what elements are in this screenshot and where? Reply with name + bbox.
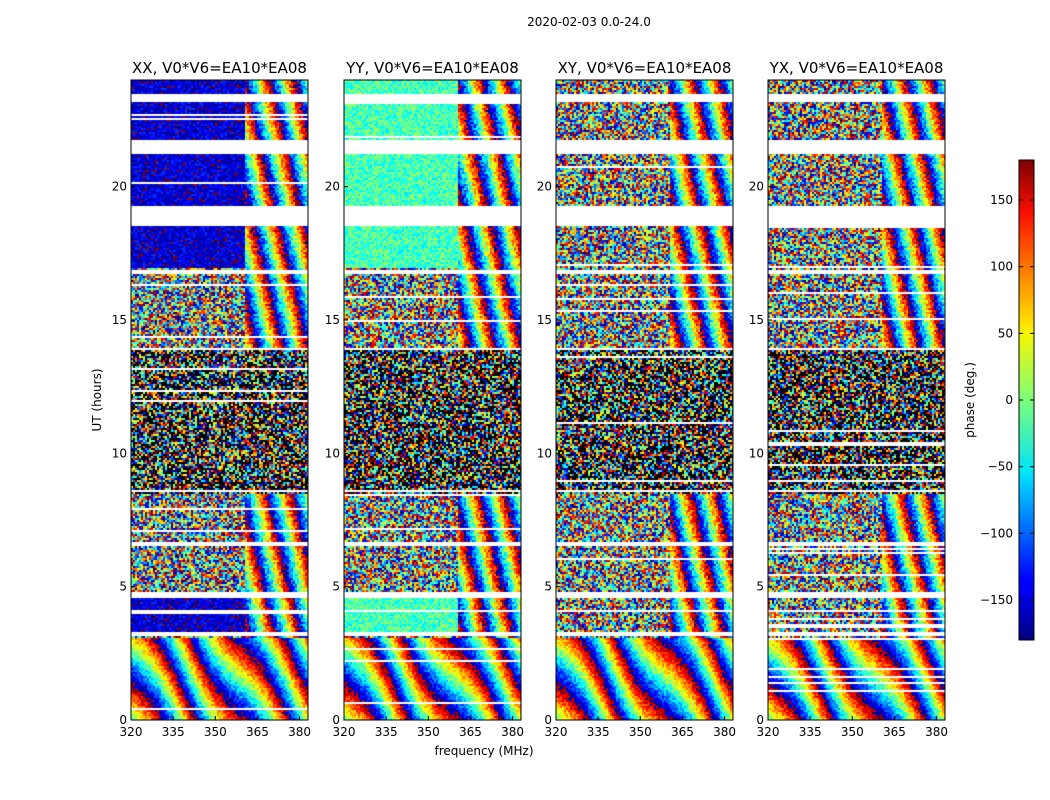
x-tick-label: 335 (375, 725, 398, 739)
y-tick-label: 5 (332, 580, 340, 594)
y-tick-label: 10 (112, 446, 127, 460)
panel-title-yy: YY, V0*V6=EA10*EA08 (345, 59, 519, 77)
panel-frame-xx (130, 79, 309, 721)
colorbar-label: phase (deg.) (963, 362, 977, 438)
y-tick-label: 15 (325, 313, 340, 327)
y-tick-label: 20 (537, 180, 552, 194)
y-tick-label: 10 (537, 446, 552, 460)
x-tick-label: 350 (629, 725, 652, 739)
phase-heatmap-yy (344, 80, 521, 720)
y-tick-label: 0 (119, 713, 127, 727)
x-tick-label: 320 (757, 725, 780, 739)
x-tick-label: 350 (841, 725, 864, 739)
y-tick-label: 15 (537, 313, 552, 327)
x-tick-label: 335 (799, 725, 822, 739)
phase-heatmap-xx (131, 80, 308, 720)
panels-group: XX, V0*V6=EA10*EA08 320 335 350 365 380 0 5 10 15… (112, 59, 948, 739)
x-tick-label: 365 (671, 725, 694, 739)
y-tick-label: 20 (325, 180, 340, 194)
y-tick-label: 10 (325, 446, 340, 460)
x-axis-label: frequency (MHz) (434, 744, 533, 758)
x-tick-label: 335 (162, 725, 185, 739)
y-tick-label: 10 (749, 446, 764, 460)
y-axis-label: UT (hours) (90, 368, 104, 431)
colorbar-tick-label: 50 (998, 326, 1013, 340)
y-tick-label: 15 (112, 313, 127, 327)
colorbar-tick-label: 100 (990, 260, 1013, 274)
x-tick-label: 320 (120, 725, 143, 739)
phase-heatmap-xy (556, 80, 733, 720)
y-tick-label: 0 (756, 713, 764, 727)
x-tick-label: 350 (417, 725, 440, 739)
y-tick-label: 5 (119, 580, 127, 594)
x-tick-label: 380 (501, 725, 524, 739)
phase-heatmap-yx (768, 80, 945, 720)
colorbar-tick-label: 0 (1005, 393, 1013, 407)
x-tick-label: 320 (333, 725, 356, 739)
colorbar: phase (deg.) 150 100 50 0 −50 −100 −150 (963, 159, 1035, 641)
y-tick-label: 15 (749, 313, 764, 327)
x-tick-label: 320 (545, 725, 568, 739)
panel-frame-yx (767, 79, 946, 721)
panel-frame-xy (555, 79, 734, 721)
y-tick-label: 0 (332, 713, 340, 727)
panel-title-xy: XY, V0*V6=EA10*EA08 (558, 59, 732, 77)
panel-title-xx: XX, V0*V6=EA10*EA08 (132, 59, 307, 77)
x-tick-label: 365 (246, 725, 269, 739)
x-tick-label: 380 (925, 725, 948, 739)
colorbar-tick-label: −150 (980, 593, 1013, 607)
y-tick-label: 20 (112, 180, 127, 194)
colorbar-tick-label: 150 (990, 193, 1013, 207)
x-tick-label: 365 (883, 725, 906, 739)
panel-xy: XY, V0*V6=EA10*EA08 320 335 350 365 380 0 5 10 15… (537, 59, 736, 739)
x-tick-label: 380 (288, 725, 311, 739)
y-tick-label: 0 (544, 713, 552, 727)
figure-suptitle: 2020-02-03 0.0-24.0 (527, 15, 651, 29)
panel-title-yx: YX, V0*V6=EA10*EA08 (769, 59, 944, 77)
y-tick-label: 5 (756, 580, 764, 594)
panel-yx: YX, V0*V6=EA10*EA08 320 335 350 365 380 0 5 10 15… (749, 59, 948, 739)
panel-frame-yy (343, 79, 522, 721)
x-tick-label: 365 (459, 725, 482, 739)
x-tick-label: 380 (713, 725, 736, 739)
panel-yy: YY, V0*V6=EA10*EA08 320 335 350 365 380 0 5 10 15… (325, 59, 524, 739)
panel-xx: XX, V0*V6=EA10*EA08 320 335 350 365 380 0 5 10 15… (112, 59, 311, 739)
y-tick-label: 5 (544, 580, 552, 594)
y-tick-label: 20 (749, 180, 764, 194)
colorbar-tick-label: −100 (980, 526, 1013, 540)
x-tick-label: 335 (587, 725, 610, 739)
x-tick-label: 350 (204, 725, 227, 739)
colorbar-tick-label: −50 (988, 460, 1013, 474)
